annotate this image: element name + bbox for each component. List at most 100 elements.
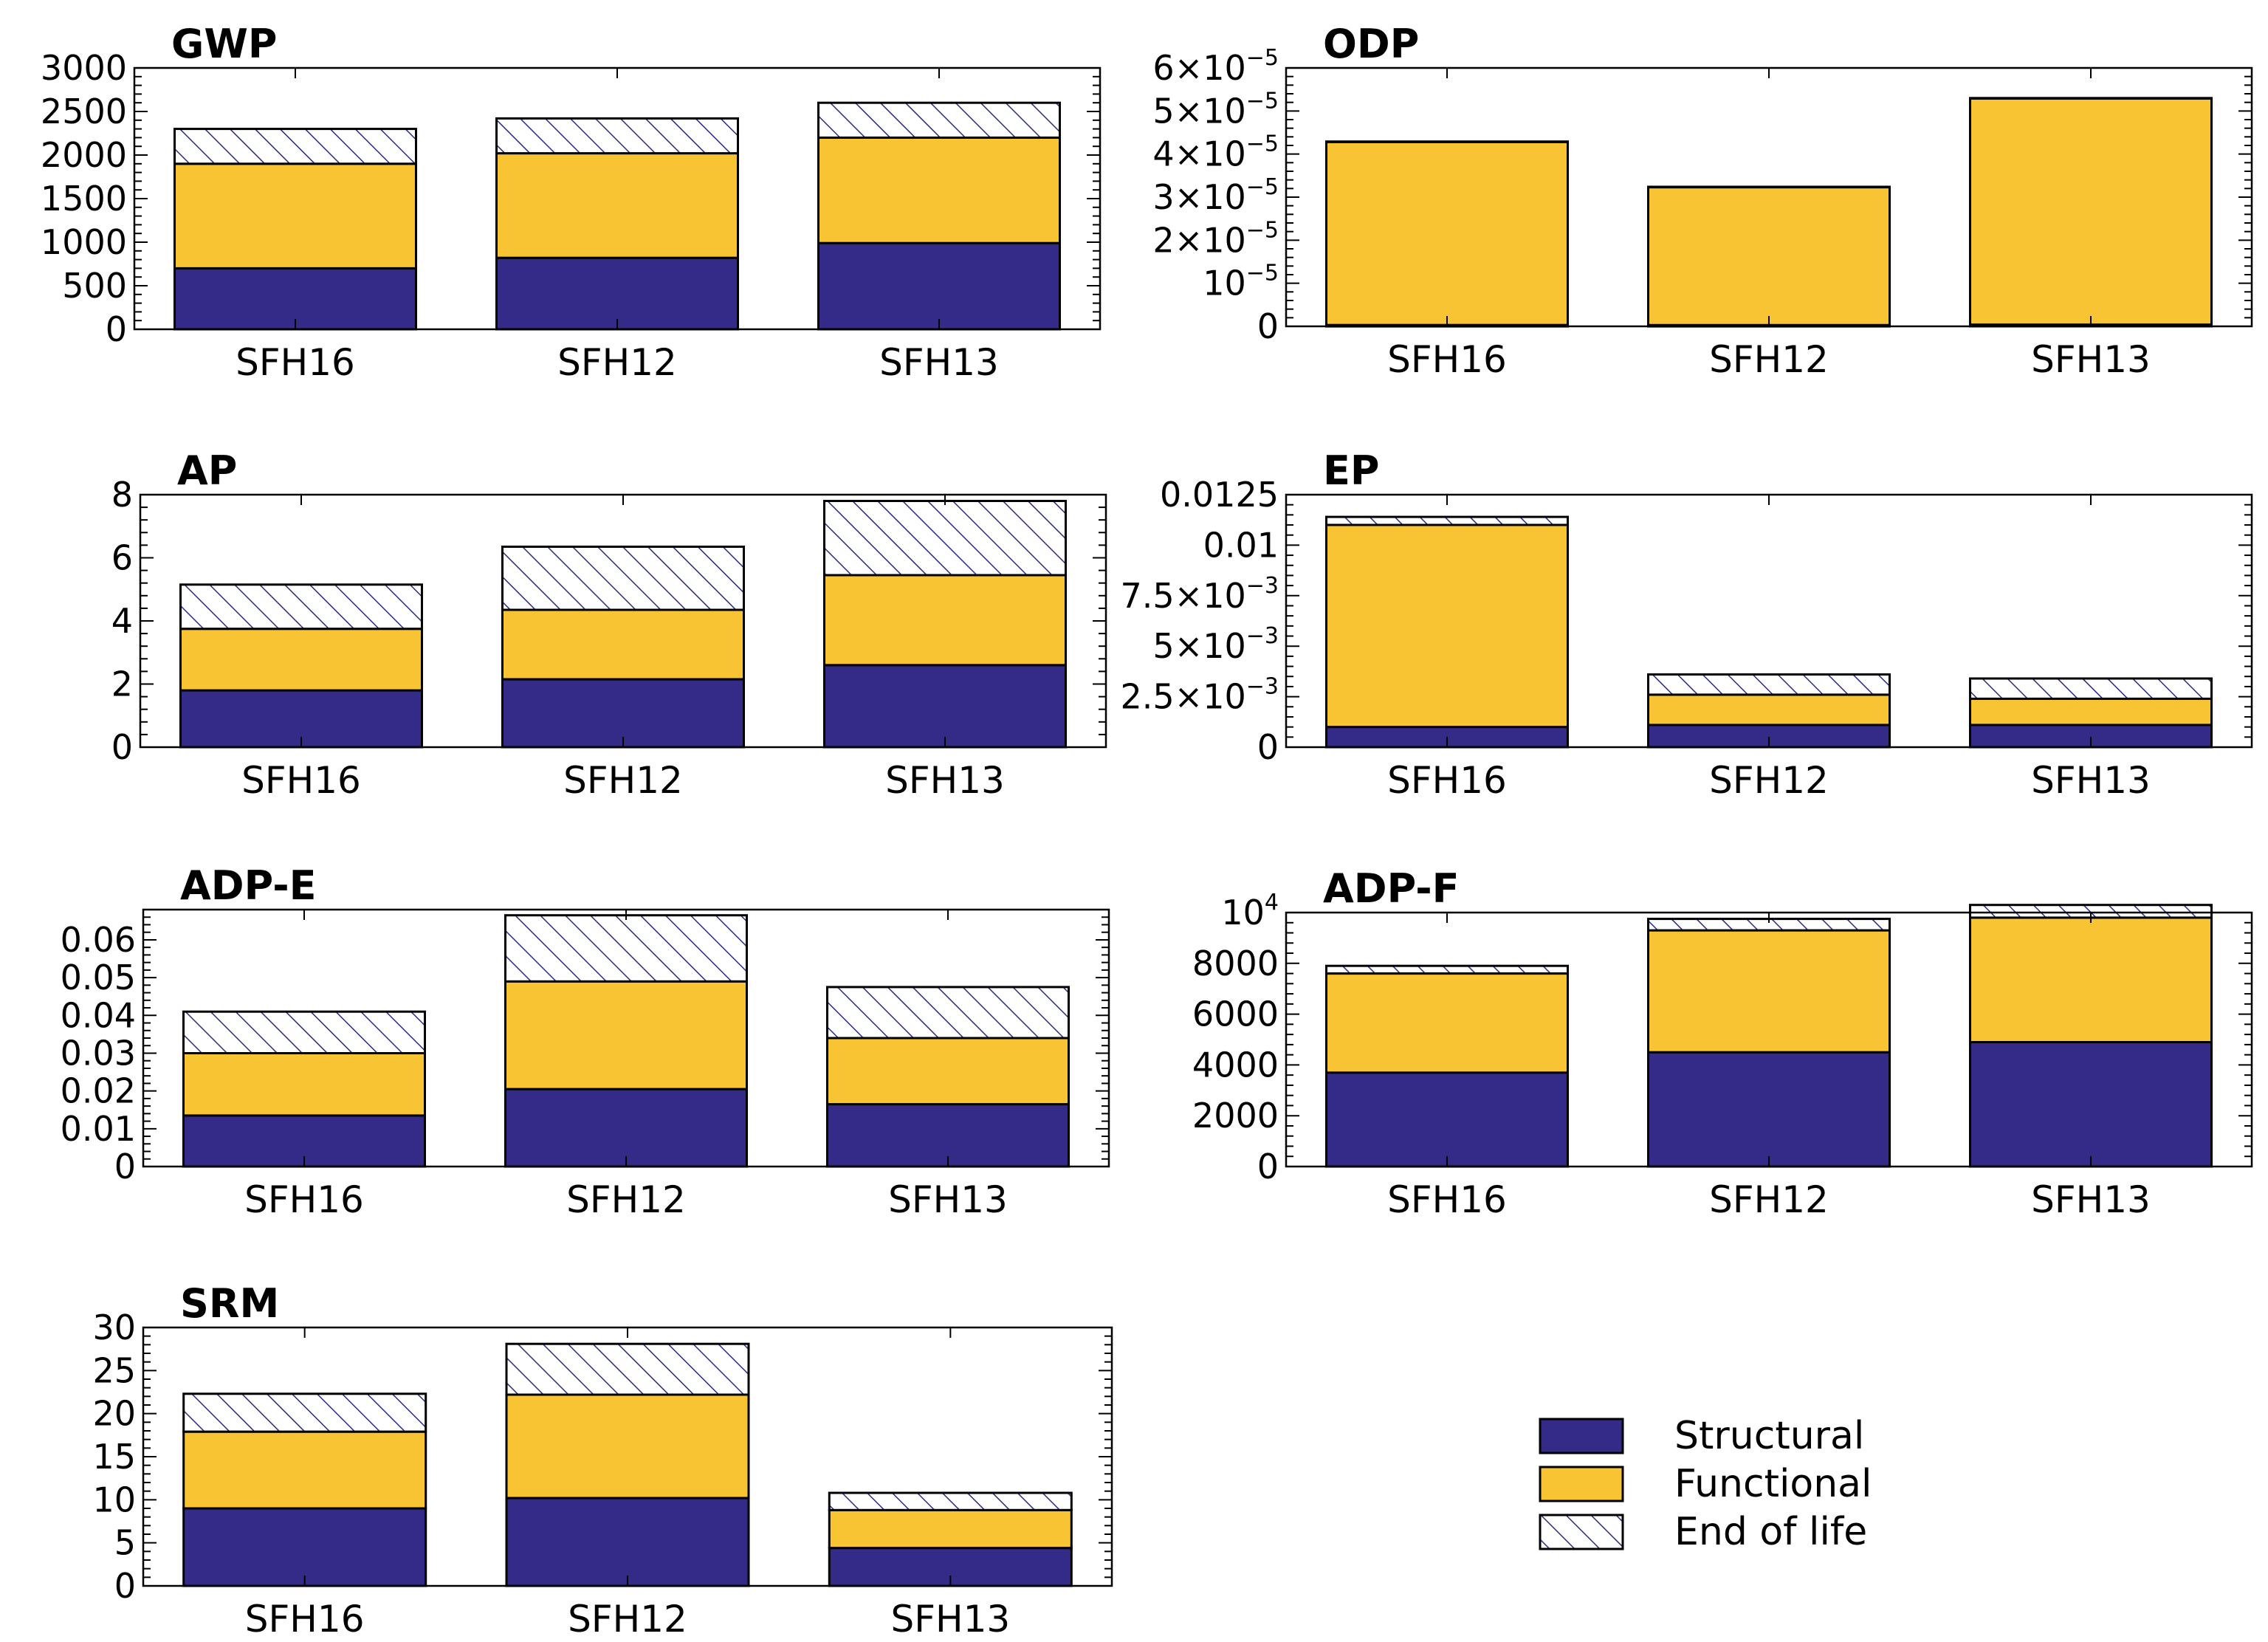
- legend-swatch-end-of-life: [1539, 1514, 1624, 1550]
- y-tick-label-adp-e: 0: [114, 1147, 136, 1186]
- bar-adp-f-sfh16-structural: [1325, 1071, 1569, 1168]
- x-tick-label-ep-sfh16: SFH16: [1387, 759, 1507, 802]
- legend-swatch-structural: [1539, 1418, 1624, 1454]
- bar-srm-sfh16-structural: [182, 1507, 427, 1587]
- bar-adp-f-sfh12-structural: [1647, 1051, 1891, 1168]
- x-tick-label-ep-sfh12: SFH12: [1709, 759, 1829, 802]
- x-tick-label-odp-sfh13: SFH13: [2031, 338, 2151, 381]
- x-tick-label-ap-sfh13: SFH13: [885, 759, 1005, 802]
- bar-ep-sfh16-functional: [1325, 523, 1569, 729]
- bar-adp-f-sfh16-functional: [1325, 972, 1569, 1074]
- x-tick-label-adp-f-sfh16: SFH16: [1387, 1178, 1507, 1221]
- y-tick-label-gwp: 2500: [41, 92, 127, 131]
- panel-title-adp-f: ADP-F: [1323, 865, 1460, 912]
- bar-odp-sfh12-functional: [1647, 186, 1891, 326]
- x-tick-label-adp-f-sfh13: SFH13: [2031, 1178, 2151, 1221]
- bar-srm-sfh12-functional: [505, 1393, 750, 1500]
- y-tick-label-adp-f: 4000: [1192, 1045, 1279, 1085]
- bar-adp-e-sfh12-end-of-life: [504, 914, 748, 983]
- y-tick-label-adp-e: 0.01: [61, 1109, 136, 1149]
- bar-ap-sfh16-end-of-life: [179, 583, 423, 631]
- bar-ap-sfh12-end-of-life: [501, 546, 745, 611]
- y-tick-label-adp-e: 0.02: [61, 1071, 136, 1111]
- y-tick-label-adp-e: 0.06: [61, 920, 136, 960]
- x-tick-label-odp-sfh12: SFH12: [1709, 338, 1829, 381]
- panel-adp-f: ADP-F SFH16 SFH12 SFH13 0 2000 4000 6000 8000 104: [1192, 865, 2253, 1221]
- panel-title-srm: SRM: [180, 1280, 279, 1327]
- legend-label-end-of-life: End of life: [1674, 1510, 1867, 1554]
- bar-adp-f-sfh13-functional: [1969, 916, 2213, 1044]
- y-tick-label-srm: 10: [92, 1480, 136, 1519]
- bar-adp-e-sfh12-structural: [504, 1088, 748, 1168]
- bar-odp-sfh12-end-of-life: [1647, 185, 1891, 189]
- x-tick-label-gwp-sfh12: SFH12: [557, 341, 677, 384]
- y-tick-label-gwp: 0: [106, 309, 127, 349]
- y-tick-label-ap: 2: [111, 664, 133, 704]
- panel-title-odp: ODP: [1323, 21, 1419, 67]
- bar-adp-e-sfh16-end-of-life: [182, 1010, 426, 1054]
- x-tick-label-gwp-sfh13: SFH13: [879, 341, 999, 384]
- y-tick-label-srm: 25: [92, 1350, 136, 1390]
- y-tick-label-srm: 20: [92, 1394, 136, 1434]
- y-tick-label-adp-e: 0.04: [61, 995, 136, 1035]
- y-tick-label-ap: 4: [111, 601, 133, 641]
- y-tick-label-gwp: 2000: [41, 135, 127, 175]
- y-tick-label-odp: 4×10−5: [1152, 131, 1279, 174]
- panel-ep: EP SFH16 SFH12 SFH13 0 2.5×10−3 5×10−3 7.5×10−3…: [1121, 447, 2253, 802]
- bar-adp-f-sfh12-functional: [1647, 929, 1891, 1054]
- y-tick-label-odp: 10−5: [1203, 261, 1279, 303]
- y-tick-label-adp-f: 8000: [1192, 944, 1279, 983]
- y-tick-label-srm: 0: [114, 1566, 136, 1606]
- bar-ap-sfh13-functional: [823, 574, 1067, 667]
- bar-gwp-sfh13-functional: [817, 136, 1061, 244]
- bar-ep-sfh12-end-of-life: [1647, 673, 1891, 696]
- panel-title-ep: EP: [1323, 447, 1379, 494]
- y-tick-label-srm: 15: [92, 1437, 136, 1477]
- x-tick-label-srm-sfh12: SFH12: [568, 1598, 687, 1641]
- bar-srm-sfh16-end-of-life: [182, 1392, 427, 1433]
- y-tick-label-adp-f: 6000: [1192, 995, 1279, 1034]
- y-tick-label-adp-e: 0.05: [61, 958, 136, 997]
- bar-ep-sfh13-end-of-life: [1969, 677, 2213, 700]
- bar-ap-sfh13-structural: [823, 664, 1067, 749]
- y-tick-label-ep: 0: [1257, 727, 1279, 767]
- y-tick-label-ep: 2.5×10−3: [1121, 674, 1279, 717]
- bar-srm-sfh12-structural: [505, 1497, 750, 1587]
- x-tick-label-ep-sfh13: SFH13: [2031, 759, 2151, 802]
- bar-gwp-sfh12-structural: [495, 256, 739, 331]
- bar-ep-sfh12-functional: [1647, 693, 1891, 726]
- x-tick-label-adp-e-sfh16: SFH16: [244, 1178, 364, 1221]
- y-tick-label-srm: 30: [92, 1308, 136, 1347]
- bar-adp-e-sfh12-functional: [504, 980, 748, 1090]
- x-tick-label-adp-e-sfh12: SFH12: [566, 1178, 686, 1221]
- y-tick-label-gwp: 1000: [41, 222, 127, 262]
- bar-odp-sfh13-end-of-life: [1969, 97, 2213, 100]
- legend-swatch-functional: [1539, 1466, 1624, 1502]
- y-tick-label-ep: 0.01: [1203, 525, 1279, 565]
- x-tick-label-adp-e-sfh13: SFH13: [888, 1178, 1008, 1221]
- bar-ep-sfh16-end-of-life: [1325, 515, 1569, 526]
- bar-srm-sfh13-end-of-life: [828, 1491, 1073, 1511]
- y-tick-label-ap: 6: [111, 538, 133, 578]
- legend-label-functional: Functional: [1674, 1462, 1872, 1506]
- panel-odp: ODP SFH16 SFH12 SFH13 010−52×10−53×10−54×10−…: [1152, 21, 2253, 381]
- bar-adp-e-sfh13-structural: [826, 1103, 1070, 1168]
- y-tick-label-gwp: 500: [62, 266, 127, 306]
- y-tick-label-odp: 2×10−5: [1152, 217, 1279, 260]
- x-tick-label-srm-sfh16: SFH16: [245, 1598, 365, 1641]
- bar-ep-sfh13-structural: [1969, 724, 2213, 749]
- y-tick-label-odp: 3×10−5: [1152, 174, 1279, 217]
- bar-srm-sfh16-functional: [182, 1430, 427, 1510]
- bar-gwp-sfh13-structural: [817, 241, 1061, 331]
- bar-gwp-sfh16-end-of-life: [173, 128, 417, 165]
- y-tick-label-gwp: 1500: [41, 179, 127, 219]
- x-tick-label-adp-f-sfh12: SFH12: [1709, 1178, 1829, 1221]
- y-tick-label-ep: 7.5×10−3: [1121, 573, 1279, 616]
- y-tick-label-odp: 0: [1257, 306, 1279, 346]
- y-tick-label-adp-f: 0: [1257, 1147, 1279, 1186]
- bar-ap-sfh16-functional: [179, 628, 423, 692]
